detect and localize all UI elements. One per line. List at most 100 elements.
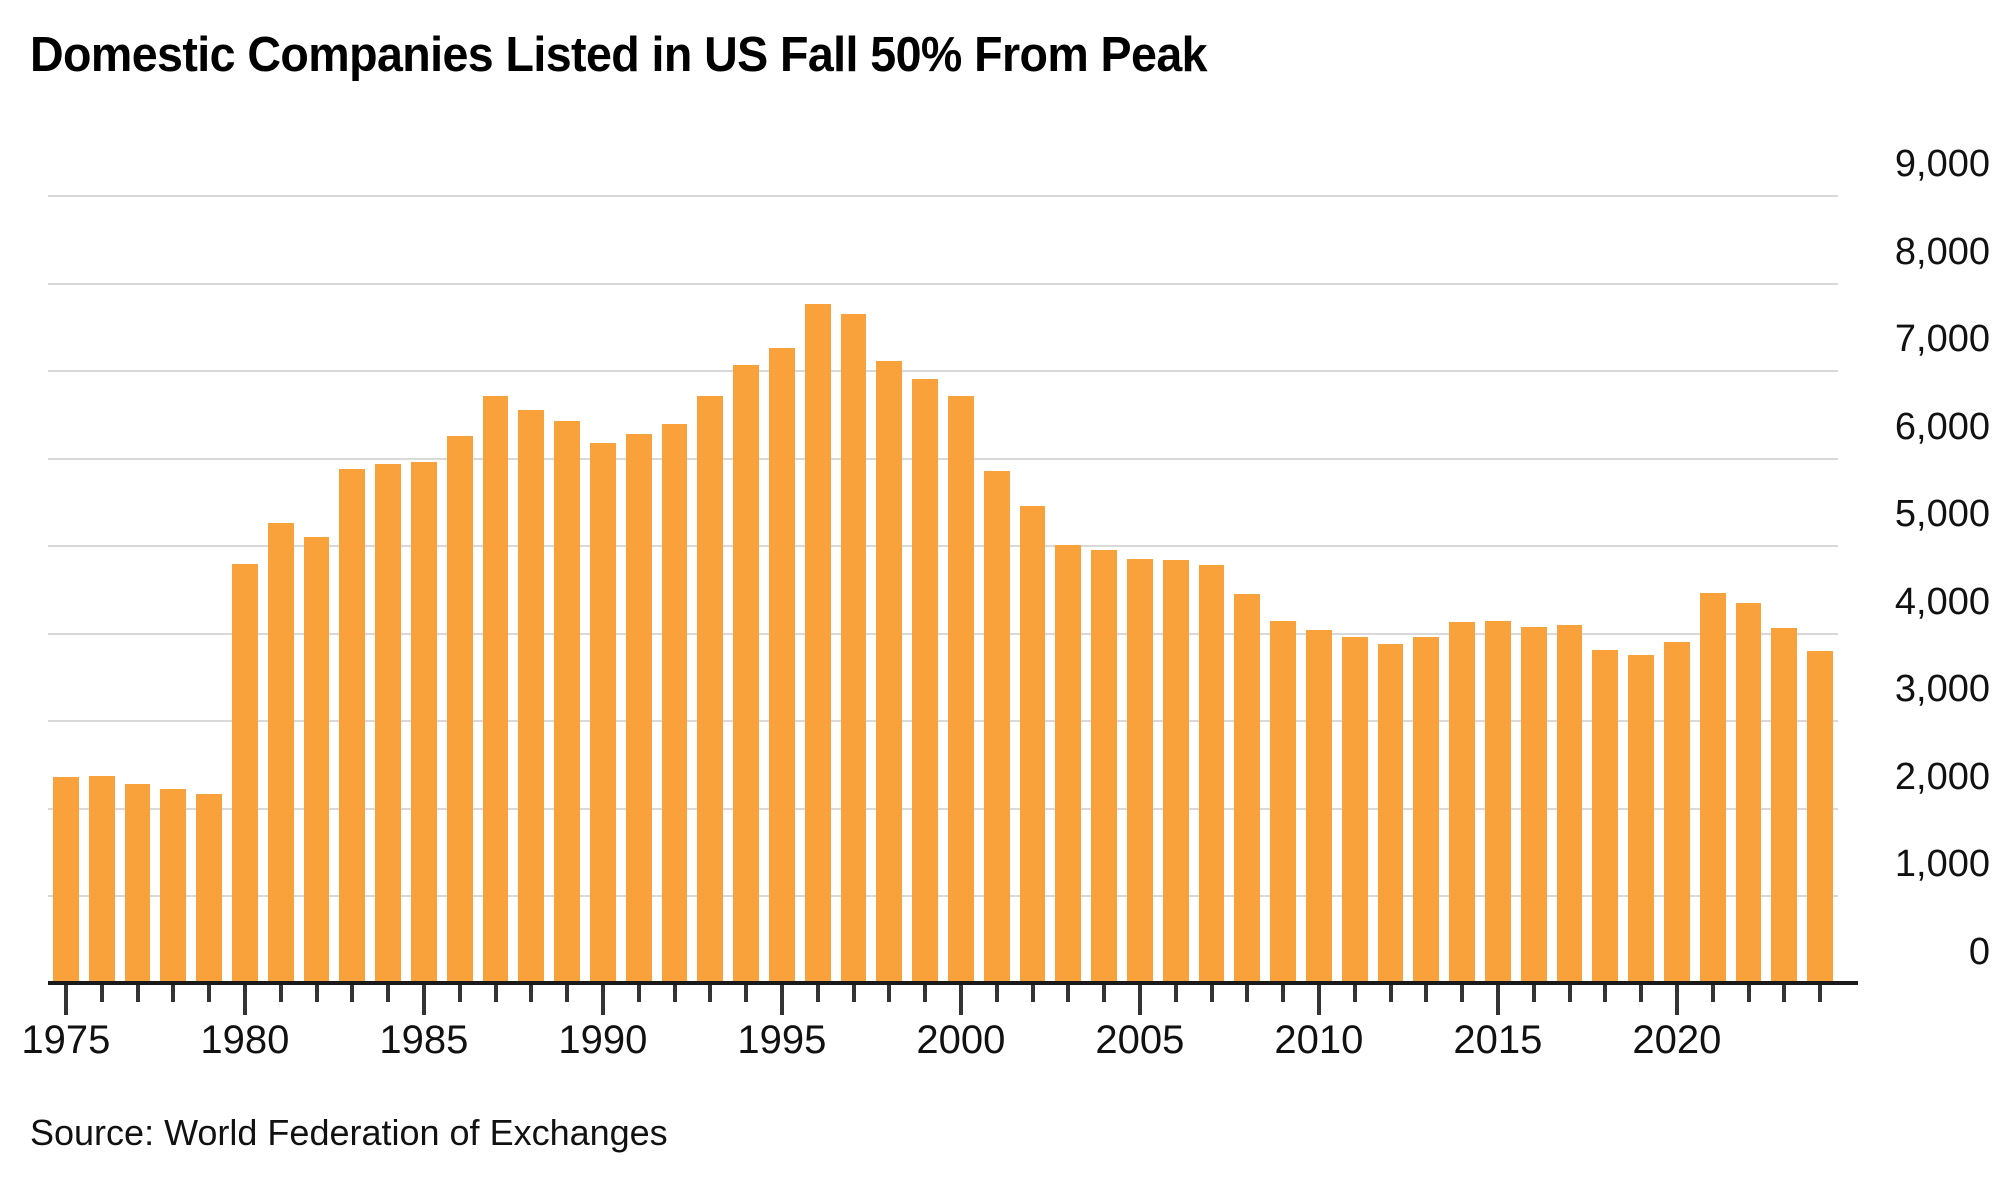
x-axis-minor-tick [171,985,176,1002]
bar [1162,560,1189,983]
x-axis-major-tick [1674,985,1679,1015]
y-axis-tick-label: 2,000 [1894,755,1990,798]
y-axis-tick-label: 3,000 [1894,668,1990,711]
gridline [48,370,1838,373]
x-axis-minor-tick [386,985,391,1002]
x-axis-minor-tick [1746,985,1751,1002]
bar [1270,621,1296,983]
x-axis-minor-tick [887,985,892,1002]
bar [267,523,294,983]
bar [1413,637,1440,983]
x-axis-tick-label: 2010 [1274,1018,1364,1062]
bar [733,364,759,983]
bar [625,434,652,983]
x-axis-major-tick [958,985,963,1015]
x-axis-major-tick [242,985,247,1015]
x-axis-minor-tick [1567,985,1572,1002]
bar [1628,654,1654,983]
x-axis-minor-tick [1173,985,1178,1002]
x-axis-minor-tick [1281,985,1286,1002]
bar [697,396,724,983]
x-axis-tick-label: 1985 [379,1018,469,1062]
gridline [48,195,1838,197]
gridline [48,632,1838,635]
bar [411,462,437,983]
x-axis-minor-tick [672,985,677,1002]
bar [661,424,688,983]
x-axis-minor-tick [493,985,498,1002]
x-axis-minor-tick [1352,985,1357,1002]
bar [1019,505,1046,983]
x-axis-minor-tick [1531,985,1536,1002]
bar [1485,621,1511,983]
bar [1699,593,1726,983]
y-axis-tick-label: 1,000 [1894,843,1990,886]
x-axis-tick-label: 2020 [1632,1018,1722,1062]
gridline [48,720,1838,723]
bar [196,793,222,983]
y-axis-tick-label: 6,000 [1894,405,1990,448]
bar [912,378,938,983]
x-axis-minor-tick [1030,985,1035,1002]
bar [1127,559,1153,983]
bar [1735,603,1762,983]
bar [1234,594,1261,983]
x-axis-major-tick [779,985,784,1015]
x-axis-minor-tick [565,985,570,1002]
x-axis-labels: 1975 1980 1985 1990 1995 2000 2005 2010 2015 2020 [0,1016,2000,1076]
bar [124,784,151,983]
bar [1449,622,1475,983]
plot-area [48,195,1838,983]
x-axis-minor-tick [1710,985,1715,1002]
x-axis-minor-tick [457,985,462,1002]
x-axis-minor-tick [636,985,641,1002]
x-axis-minor-tick [314,985,319,1002]
page-title: Domestic Companies Listed in US Fall 50%… [30,28,1208,82]
x-axis-major-tick [421,985,426,1015]
bar [482,396,509,983]
bar [948,396,974,983]
bar [590,442,616,983]
bar [769,348,795,983]
bar [1771,628,1798,983]
y-axis-tick-label: 4,000 [1894,580,1990,623]
gridline [48,545,1838,548]
x-axis-tick-label: 1995 [737,1018,827,1062]
x-axis-minor-tick [1388,985,1393,1002]
x-axis-minor-tick [815,985,820,1002]
x-axis-major-tick [600,985,605,1015]
x-axis-minor-tick [1603,985,1608,1002]
source-note: Source: World Federation of Exchanges [30,1112,668,1153]
y-axis-labels: 0 1,000 2,000 3,000 4,000 5,000 6,000 7,000 8,00… [1860,0,1990,1192]
bar [518,410,545,983]
x-axis-minor-tick [994,985,999,1002]
bar [554,420,580,983]
gridline [48,895,1838,898]
x-axis-minor-tick [744,985,749,1002]
y-axis-tick-label: 5,000 [1894,493,1990,536]
y-axis-tick-label: 9,000 [1894,143,1990,185]
x-axis-major-tick [63,985,68,1015]
bar [804,304,831,983]
x-axis-tick-label: 2005 [1095,1018,1185,1062]
bar-series [48,195,1838,983]
y-axis-tick-label: 7,000 [1894,318,1990,361]
x-axis-line [48,981,1858,985]
bar [1198,565,1225,983]
x-axis-minor-tick [1460,985,1465,1002]
x-axis-minor-tick [1782,985,1787,1002]
bar [1556,624,1583,983]
bar [1377,644,1404,983]
bar [1306,630,1332,983]
x-axis-minor-tick [350,985,355,1002]
x-axis-minor-tick [1818,985,1823,1002]
bar [375,463,401,983]
bar [1520,626,1547,983]
bar [840,314,867,983]
x-axis-minor-tick [1209,985,1214,1002]
x-axis-major-tick [1137,985,1142,1015]
x-axis-tick-label: 1980 [200,1018,290,1062]
bar [53,777,79,983]
x-axis-minor-tick [1066,985,1071,1002]
